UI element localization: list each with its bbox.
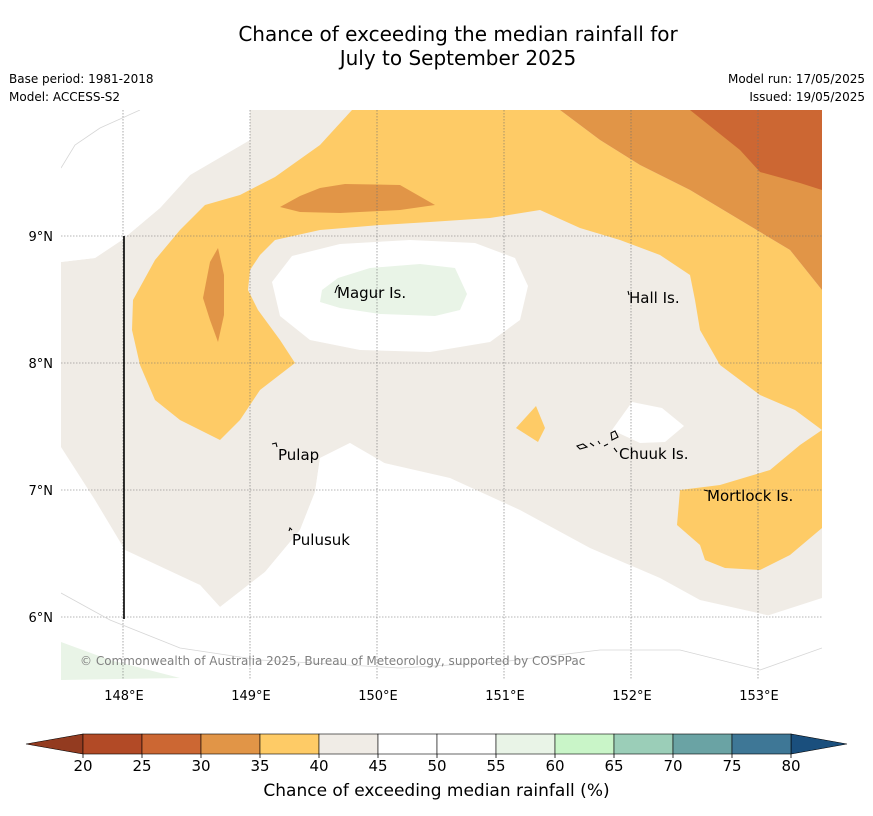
colorbar-tick-label: 80 — [781, 757, 800, 775]
region-55-60-south — [61, 642, 180, 680]
lon-label-153e: 153°E — [739, 689, 779, 704]
base-period-text: Base period: 1981-2018 — [9, 72, 154, 86]
region-35-40-small — [516, 406, 545, 442]
region-35-40-mortlock — [677, 430, 822, 570]
region-45-55-north — [61, 110, 250, 262]
colorbar-tick-label: 25 — [132, 757, 151, 775]
colorbar-tick-label: 60 — [545, 757, 564, 775]
region-35-40-north — [132, 110, 822, 440]
map-title: Chance of exceeding the median rainfall … — [0, 22, 873, 70]
colorbar-tick-label: 40 — [309, 757, 328, 775]
colorbar-segment — [436, 733, 497, 755]
islands — [271, 284, 709, 532]
lon-label-149e: 149°E — [231, 689, 271, 704]
colorbar-segment — [672, 733, 733, 755]
colorbar-segment — [200, 733, 261, 755]
lat-label-9n: 9°N — [29, 230, 54, 245]
region-45-55-south — [61, 443, 822, 680]
colorbar-segment — [613, 733, 674, 755]
title-line-1: Chance of exceeding the median rainfall … — [238, 22, 678, 46]
colorbar-segment — [495, 733, 556, 755]
maritime-boundaries — [61, 110, 822, 671]
colorbar-tick-label: 65 — [604, 757, 623, 775]
colorbar-over-arrow — [790, 733, 848, 755]
lon-labels: 148°E 149°E 150°E 151°E 152°E 153°E — [104, 689, 779, 704]
title-line-2: July to September 2025 — [339, 46, 577, 70]
colorbar-segment — [554, 733, 615, 755]
colorbar-segment — [731, 733, 792, 755]
colorbar-tick-label: 55 — [486, 757, 505, 775]
place-pulap: Pulap — [278, 446, 319, 464]
colorbar: 20 25 30 35 40 45 50 55 60 65 70 75 80 — [25, 733, 848, 775]
issued-text: Issued: 19/05/2025 — [749, 90, 865, 104]
colorbar-tick-label: 35 — [250, 757, 269, 775]
run-info: Model run: 17/05/2025 Issued: 19/05/2025 — [728, 70, 865, 106]
colorbar-under-arrow — [25, 733, 84, 755]
model-run-text: Model run: 17/05/2025 — [727, 72, 865, 86]
place-mortlock: Mortlock Is. — [707, 487, 793, 505]
region-30-35-west — [203, 248, 224, 342]
model-text: Model: ACCESS-S2 — [9, 90, 121, 104]
place-pulusuk: Pulusuk — [292, 531, 350, 549]
colorbar-label: Chance of exceeding median rainfall (%) — [263, 781, 610, 801]
base-info: Base period: 1981-2018 Model: ACCESS-S2 — [9, 70, 154, 106]
lat-label-6n: 6°N — [29, 611, 54, 626]
place-magur: Magur Is. — [337, 284, 406, 302]
region-30-35-north — [280, 184, 435, 213]
colorbar-segment — [318, 733, 379, 755]
place-chuuk: Chuuk Is. — [619, 445, 688, 463]
lon-label-152e: 152°E — [612, 689, 652, 704]
lon-label-150e: 150°E — [358, 689, 398, 704]
graticule — [61, 110, 822, 680]
colorbar-segment — [141, 733, 202, 755]
colorbar-segment — [82, 733, 143, 755]
lat-label-8n: 8°N — [29, 357, 54, 372]
colorbar-segment — [259, 733, 320, 755]
region-45-55-chuuk — [612, 402, 684, 443]
lat-labels: 9°N 8°N 7°N 6°N — [29, 230, 54, 626]
colorbar-tick-label: 75 — [722, 757, 741, 775]
colorbar-tick-label: 30 — [191, 757, 210, 775]
colorbar-segment — [377, 733, 438, 755]
region-55-60-magur — [320, 264, 467, 316]
lat-label-7n: 7°N — [29, 484, 54, 499]
lon-label-151e: 151°E — [485, 689, 525, 704]
map-plot-area: Magur Is. Hall Is. Pulap Chuuk Is. Mortl… — [61, 110, 822, 680]
region-25-30-ne — [690, 110, 822, 190]
copyright-text: © Commonwealth of Australia 2025, Bureau… — [80, 654, 585, 668]
colorbar-tick-label: 45 — [368, 757, 387, 775]
place-hall: Hall Is. — [629, 289, 680, 307]
colorbar-tick-label: 70 — [663, 757, 682, 775]
colorbar-tick-label: 20 — [73, 757, 92, 775]
colorbar-tick-label: 50 — [427, 757, 446, 775]
lon-label-148e: 148°E — [104, 689, 144, 704]
